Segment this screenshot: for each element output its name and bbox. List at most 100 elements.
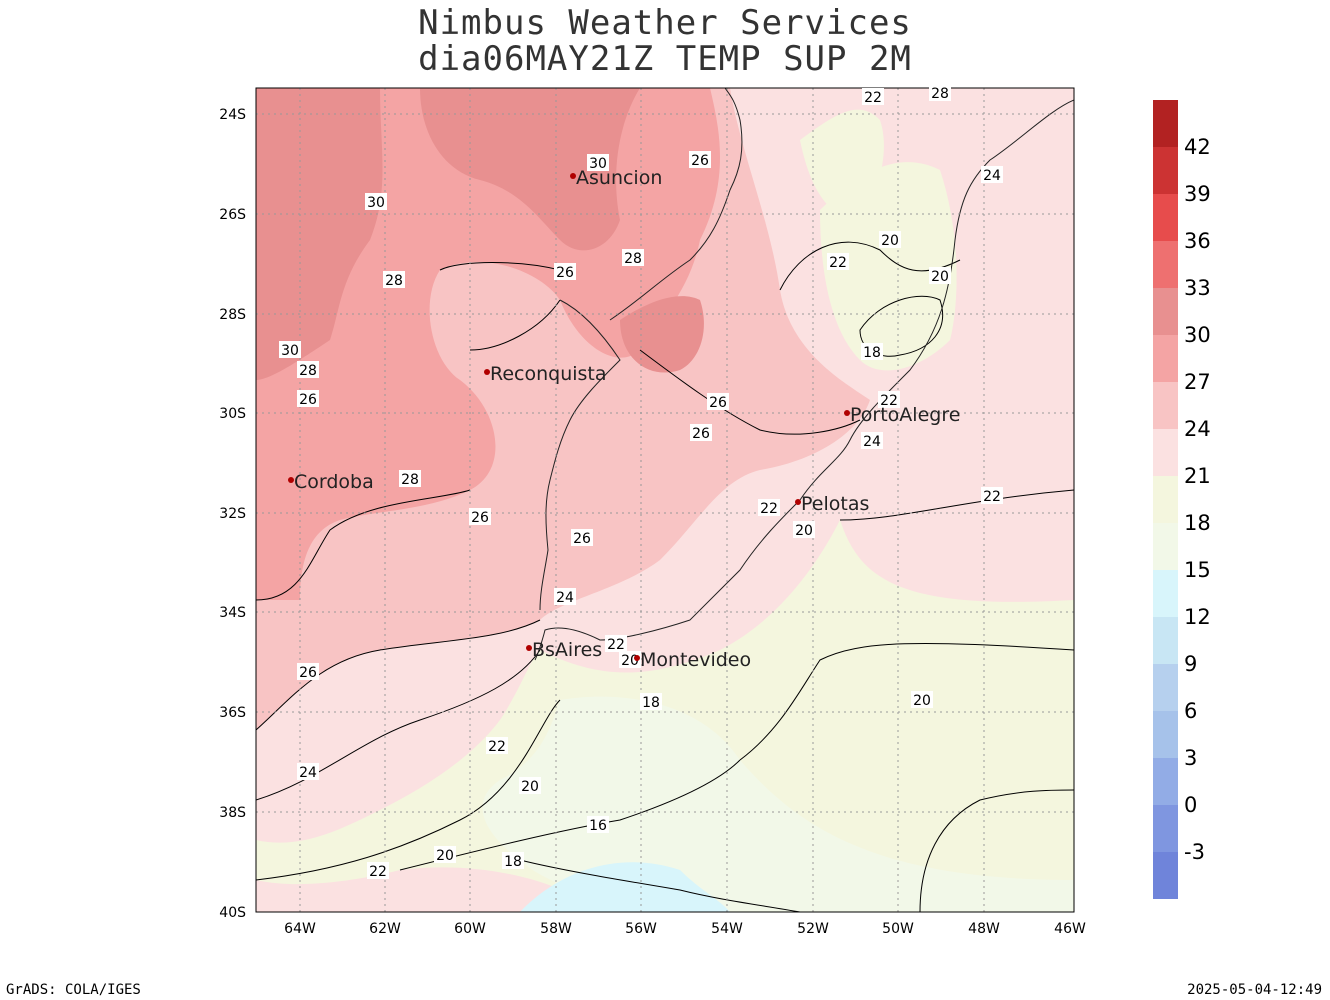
svg-text:26: 26 — [573, 531, 591, 547]
svg-text:22: 22 — [607, 637, 625, 653]
svg-text:22: 22 — [829, 255, 847, 271]
city-marker: Cordoba — [288, 471, 374, 493]
contour-label: 30 — [279, 341, 301, 359]
lon-tick-label: 58W — [540, 921, 572, 937]
svg-text:18: 18 — [863, 345, 881, 361]
contour-label: 26 — [707, 393, 729, 411]
chart-subtitle: dia06MAY21Z TEMP SUP 2M — [418, 39, 912, 79]
svg-text:28: 28 — [931, 86, 949, 102]
coastline — [534, 88, 1074, 661]
contour-label: 22 — [758, 499, 780, 517]
svg-text:28: 28 — [401, 472, 419, 488]
city-dot — [570, 173, 576, 179]
svg-text:22: 22 — [488, 739, 506, 755]
contour-label: 26 — [554, 263, 576, 281]
colorbar-label: 30 — [1184, 323, 1211, 347]
colorbar-segment — [1153, 711, 1178, 758]
lat-tick-label: 36S — [219, 705, 246, 721]
svg-text:26: 26 — [299, 392, 317, 408]
city-dot — [844, 410, 850, 416]
contour-label: 26 — [571, 529, 593, 547]
contour-label: 22 — [981, 487, 1003, 505]
lat-tick-label: 24S — [219, 107, 246, 123]
city-label: BsAires — [532, 639, 602, 661]
colorbar-label: 0 — [1184, 793, 1197, 817]
svg-text:26: 26 — [691, 153, 709, 169]
colorbar-label: -3 — [1184, 840, 1205, 864]
city-marker: Asuncion — [570, 167, 662, 189]
svg-text:24: 24 — [299, 765, 317, 781]
svg-text:22: 22 — [880, 393, 898, 409]
contour-label: 22 — [486, 737, 508, 755]
svg-text:28: 28 — [385, 273, 403, 289]
contour-label: 26 — [297, 663, 319, 681]
city-label: Montevideo — [640, 649, 751, 671]
svg-text:26: 26 — [692, 426, 710, 442]
colorbar-label: 36 — [1184, 229, 1211, 253]
svg-text:26: 26 — [299, 665, 317, 681]
city-label: Asuncion — [576, 167, 662, 189]
colorbar-label: 6 — [1184, 699, 1197, 723]
colorbar-segment — [1153, 100, 1178, 147]
svg-text:22: 22 — [760, 501, 778, 517]
contour-label: 16 — [587, 816, 609, 834]
lon-tick-label: 50W — [882, 921, 914, 937]
svg-text:18: 18 — [504, 854, 522, 870]
svg-text:22: 22 — [864, 90, 882, 106]
lon-tick-label: 60W — [454, 921, 486, 937]
plot-frame — [255, 87, 1075, 913]
contour-label: 28 — [399, 470, 421, 488]
lat-tick-label: 26S — [219, 207, 246, 223]
svg-text:18: 18 — [642, 695, 660, 711]
grid-lines — [256, 88, 1074, 912]
contour-label: 28 — [297, 361, 319, 379]
contour-label: 20 — [929, 267, 951, 285]
colorbar-label: 3 — [1184, 746, 1197, 770]
city-layer: Asuncion Reconquista Cordoba PortoAlegre Pel… — [288, 167, 960, 671]
city-marker: Montevideo — [634, 649, 751, 671]
city-dot — [526, 645, 532, 651]
city-dot — [634, 655, 640, 661]
temperature-fill — [256, 88, 1074, 912]
contour-label: 22 — [827, 253, 849, 271]
svg-text:16: 16 — [589, 818, 607, 834]
city-label: Pelotas — [801, 493, 869, 515]
svg-text:22: 22 — [983, 489, 1001, 505]
lon-tick-label: 64W — [284, 921, 316, 937]
contour-label: 26 — [297, 390, 319, 408]
contour-label: 26 — [689, 151, 711, 169]
lat-tick-label: 28S — [219, 307, 246, 323]
lon-tick-label: 56W — [625, 921, 657, 937]
colorbar-segment — [1153, 194, 1178, 241]
colorbar-segment — [1153, 241, 1178, 288]
svg-text:20: 20 — [913, 693, 931, 709]
colorbar-segment — [1153, 758, 1178, 805]
contour-label: 20 — [793, 521, 815, 539]
contour-label: 30 — [365, 193, 387, 211]
colorbar-label: 18 — [1184, 511, 1211, 535]
lon-tick-label: 48W — [968, 921, 1000, 937]
contour-label: 18 — [861, 343, 883, 361]
svg-text:30: 30 — [281, 343, 299, 359]
svg-text:26: 26 — [709, 395, 727, 411]
city-dot — [484, 369, 490, 375]
colorbar-label: 27 — [1184, 370, 1211, 394]
svg-text:30: 30 — [589, 156, 607, 172]
svg-text:20: 20 — [881, 233, 899, 249]
colorbar-label: 39 — [1184, 182, 1211, 206]
lon-tick-label: 46W — [1054, 921, 1086, 937]
contour-label-group: 30 26302828262820222224201826302826222426… — [279, 84, 1003, 880]
contour-label: 18 — [502, 852, 524, 870]
colorbar-label: 21 — [1184, 464, 1211, 488]
contour-label: 20 — [519, 777, 541, 795]
colorbar-label: 9 — [1184, 652, 1197, 676]
contour-label: 22 — [878, 391, 900, 409]
svg-text:28: 28 — [299, 363, 317, 379]
svg-text:30: 30 — [367, 195, 385, 211]
svg-text:20: 20 — [931, 269, 949, 285]
lat-tick-label: 34S — [219, 605, 246, 621]
colorbar-segment — [1153, 335, 1178, 382]
colorbar-segment — [1153, 147, 1178, 194]
footer-credit: GrADS: COLA/IGES — [6, 982, 141, 998]
